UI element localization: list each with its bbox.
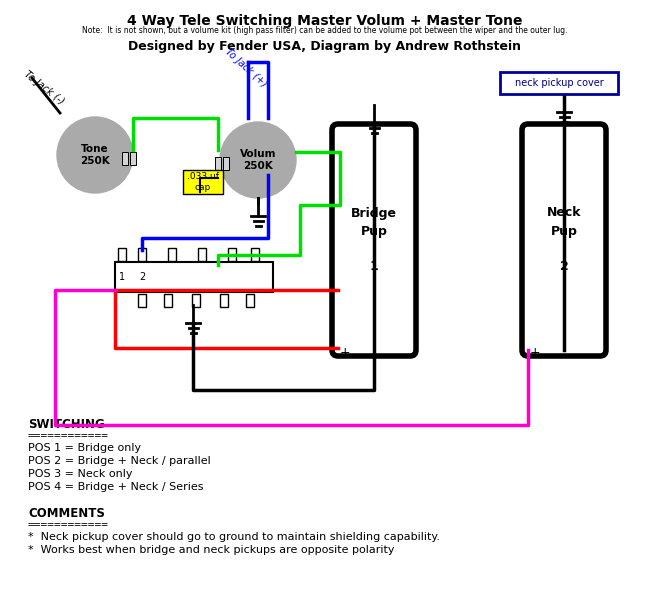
Text: Volum
250K: Volum 250K (240, 149, 276, 171)
Text: POS 2 = Bridge + Neck / parallel: POS 2 = Bridge + Neck / parallel (28, 456, 211, 466)
Text: To Jack (+): To Jack (+) (223, 47, 268, 89)
Text: 2: 2 (139, 272, 145, 282)
Bar (168, 248, 176, 261)
Text: 1: 1 (119, 272, 125, 282)
Text: Tone
250K: Tone 250K (80, 144, 110, 166)
Bar (228, 248, 236, 261)
Text: POS 1 = Bridge only: POS 1 = Bridge only (28, 443, 141, 453)
Bar (500, 72, 618, 94)
Text: ============: ============ (28, 431, 109, 441)
FancyBboxPatch shape (522, 124, 606, 356)
Text: Designed by Fender USA, Diagram by Andrew Rothstein: Designed by Fender USA, Diagram by Andre… (129, 40, 521, 53)
Text: +: + (530, 346, 541, 358)
Bar (130, 152, 136, 165)
Bar (192, 294, 200, 307)
Bar (251, 248, 259, 261)
Bar (122, 152, 128, 165)
Bar (215, 157, 221, 170)
Bar (118, 248, 126, 261)
Text: neck pickup cover: neck pickup cover (515, 78, 603, 88)
Text: 4 Way Tele Switching Master Volum + Master Tone: 4 Way Tele Switching Master Volum + Mast… (127, 14, 523, 28)
Bar (246, 294, 254, 307)
Text: POS 3 = Neck only: POS 3 = Neck only (28, 469, 133, 479)
Text: *  Neck pickup cover should go to ground to maintain shielding capability.: * Neck pickup cover should go to ground … (28, 532, 440, 542)
Bar (198, 248, 206, 261)
Text: COMMENTS: COMMENTS (28, 507, 105, 520)
Text: Bridge
Pup

1: Bridge Pup 1 (351, 206, 397, 274)
Text: Neck
Pup

2: Neck Pup 2 (547, 206, 581, 274)
Bar (138, 294, 146, 307)
FancyBboxPatch shape (332, 124, 416, 356)
Text: ============: ============ (28, 520, 109, 530)
Text: SWITCHING: SWITCHING (28, 418, 105, 431)
Text: Note:  It is not shown, but a volume kit (high pass filter) can be added to the : Note: It is not shown, but a volume kit … (83, 26, 567, 35)
Bar (138, 248, 146, 261)
Text: .033 uf
cap: .033 uf cap (187, 172, 219, 191)
Bar (115, 262, 273, 292)
Bar (164, 294, 172, 307)
Bar (183, 170, 223, 194)
Bar (223, 157, 229, 170)
Circle shape (57, 117, 133, 193)
Text: *  Works best when bridge and neck pickups are opposite polarity: * Works best when bridge and neck pickup… (28, 545, 395, 555)
Text: +: + (340, 346, 350, 358)
Circle shape (220, 122, 296, 198)
Text: POS 4 = Bridge + Neck / Series: POS 4 = Bridge + Neck / Series (28, 482, 203, 492)
Bar (220, 294, 228, 307)
Text: To Jack (-): To Jack (-) (22, 70, 66, 107)
